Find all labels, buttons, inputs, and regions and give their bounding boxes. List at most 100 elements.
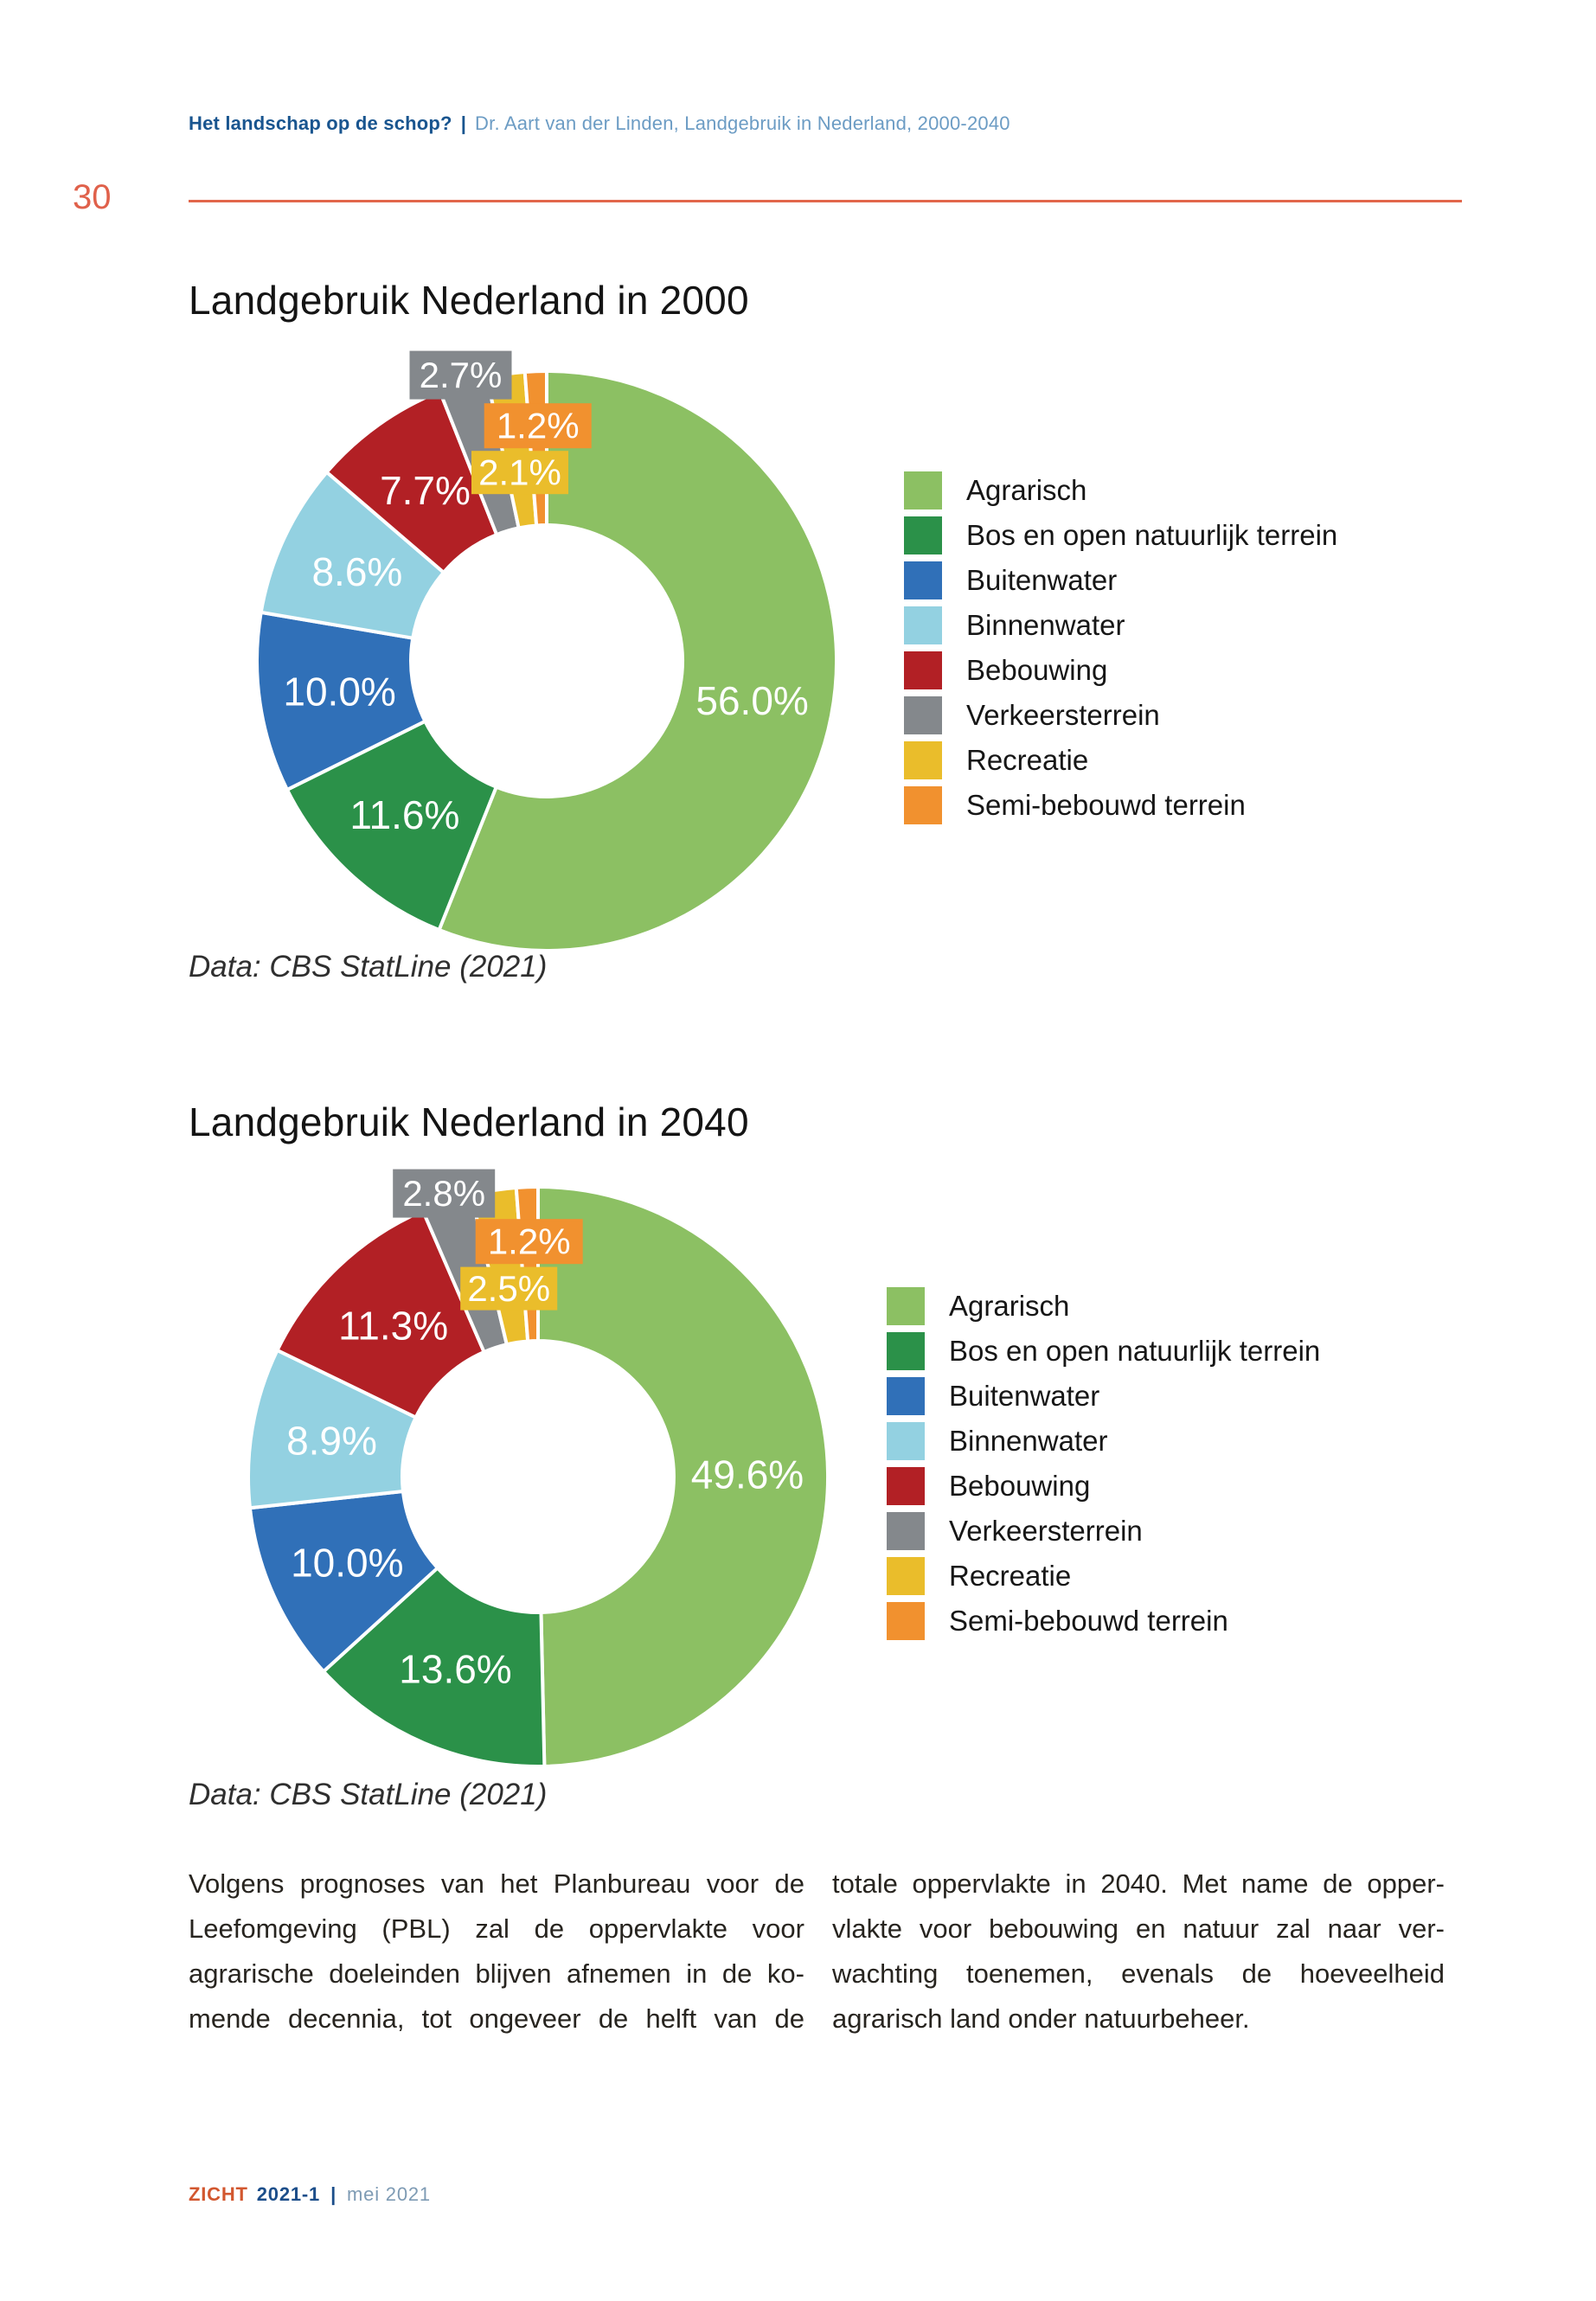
legend-row: Agrarisch [904,471,1423,510]
slice-value-label: 8.9% [286,1419,377,1464]
body-text-line: Leefomgeving (PBL) zal de oppervlakte vo… [189,1913,804,1944]
callout-value-label: 1.2% [497,406,580,446]
body-text-line: Volgens prognoses van het Planbureau voo… [189,1868,804,1899]
footer-separator: | [330,2183,337,2205]
footer-brand: ZICHT [189,2183,248,2205]
slice-value-label: 49.6% [691,1452,804,1497]
legend-row: Verkeersterrein [887,1512,1406,1550]
body-text-line: totale oppervlakte in 2040. Met name de … [832,1868,1445,1899]
body-text-line: vlakte voor bebouwing en natuur zal naar… [832,1913,1445,1944]
legend-swatch-icon [904,741,942,779]
slice-value-label: 56.0% [695,678,808,723]
legend-swatch-icon [904,471,942,510]
legend-swatch-icon [887,1287,925,1325]
header-title: Het landschap op de schop? [189,112,452,134]
legend-label: Bos en open natuurlijk terrein [966,519,1338,551]
legend-swatch-icon [887,1557,925,1595]
slice-value-label: 10.0% [283,669,395,714]
legend-row: Semi-bebouwd terrein [904,786,1423,824]
callout-box-verkeersterrein [409,350,512,400]
donut-chart-2040: 2.8% 2.5% 1.2% 49.6% 13.6% 10.0% 8.9% 11.3% [247,1169,830,1768]
legend-label: Semi-bebouwd terrein [949,1605,1228,1637]
legend-row: Bebouwing [887,1467,1406,1505]
donut-slice-bos-en-open-natuurlijk-terrein [285,719,498,933]
header-separator: | [460,112,467,134]
chart-title-2000: Landgebruik Nederland in 2000 [189,278,749,323]
legend-2000: Agrarisch Bos en open natuurlijk terrein B… [904,471,1423,831]
page-header: Het landschap op de schop? | Dr. Aart van … [189,112,1010,135]
callout-box-semi-bebouwd-terrein [484,403,592,449]
donut-slice-agrarisch [536,1185,830,1768]
header-subtitle: Dr. Aart van der Linden, Landgebruik in … [475,112,1010,134]
legend-swatch-icon [904,561,942,599]
legend-label: Buitenwater [949,1380,1100,1412]
slice-value-label: 11.6% [349,792,459,837]
legend-row: Semi-bebouwd terrein [887,1602,1406,1640]
legend-row: Buitenwater [887,1377,1406,1415]
legend-row: Verkeersterrein [904,696,1423,734]
legend-swatch-icon [904,786,942,824]
callout-box-verkeersterrein [393,1169,496,1218]
page-number: 30 [73,178,112,216]
header-rule [189,200,1462,202]
legend-swatch-icon [904,516,942,554]
legend-label: Agrarisch [949,1290,1070,1322]
donut-slice-bos-en-open-natuurlijk-terrein [322,1566,547,1768]
legend-label: Bos en open natuurlijk terrein [949,1335,1321,1367]
legend-row: Binnenwater [904,606,1423,644]
legend-row: Binnenwater [887,1422,1406,1460]
donut-slice-agrarisch [437,369,838,952]
callout-value-label: 1.2% [488,1221,571,1262]
body-text-column-right: totale oppervlakte in 2040. Met name de … [832,1862,1445,2041]
callout-value-label: 2.1% [478,452,561,493]
slice-value-label: 13.6% [399,1646,511,1691]
legend-row: Bos en open natuurlijk terrein [904,516,1423,554]
legend-row: Recreatie [904,741,1423,779]
callout-box-recreatie [460,1266,558,1311]
legend-swatch-icon [887,1332,925,1370]
body-text-line: mende decennia, tot ongeveer de helft va… [189,2003,804,2034]
data-source-caption: Data: CBS StatLine (2021) [189,1778,548,1811]
legend-row: Bebouwing [904,651,1423,689]
legend-swatch-icon [887,1602,925,1640]
legend-label: Bebouwing [949,1470,1091,1502]
slice-value-label: 7.7% [380,468,471,513]
callout-value-label: 2.8% [402,1173,485,1214]
legend-swatch-icon [904,606,942,644]
footer-date: mei 2021 [347,2183,431,2205]
legend-label: Bebouwing [966,654,1108,686]
legend-label: Binnenwater [949,1425,1108,1457]
footer-issue: 2021-1 [256,2183,321,2205]
slice-value-label: 11.3% [338,1303,448,1348]
legend-label: Recreatie [966,744,1089,776]
legend-row: Recreatie [887,1557,1406,1595]
body-text-line: agrarische doeleinden blijven afnemen in… [189,1958,804,1989]
callout-box-semi-bebouwd-terrein [475,1219,583,1265]
legend-label: Verkeersterrein [949,1515,1143,1547]
legend-label: Agrarisch [966,474,1087,506]
chart-title-2040: Landgebruik Nederland in 2040 [189,1099,749,1144]
callout-value-label: 2.7% [420,355,503,395]
legend-swatch-icon [904,696,942,734]
legend-2040: Agrarisch Bos en open natuurlijk terrein B… [887,1287,1406,1647]
callout-box-recreatie [471,451,568,495]
donut-chart-2000: 2.7% 2.1% 1.2% 56.0% 11.6% 10.0% 8.6% 7.7% [255,350,838,952]
legend-label: Semi-bebouwd terrein [966,789,1246,821]
legend-swatch-icon [887,1422,925,1460]
legend-label: Buitenwater [966,564,1118,596]
body-text-line: agrarisch land onder natuurbeheer. [832,2003,1250,2034]
legend-label: Recreatie [949,1560,1072,1592]
body-text-line: wachting toenemen, evenals de hoeveelhei… [832,1958,1445,1989]
legend-row: Bos en open natuurlijk terrein [887,1332,1406,1370]
callout-value-label: 2.5% [467,1268,550,1309]
legend-swatch-icon [904,651,942,689]
legend-swatch-icon [887,1467,925,1505]
legend-label: Verkeersterrein [966,699,1160,731]
legend-swatch-icon [887,1512,925,1550]
body-text-column-left: Volgens prognoses van het Planbureau voo… [189,1862,804,2041]
legend-row: Buitenwater [904,561,1423,599]
legend-row: Agrarisch [887,1287,1406,1325]
page-footer: ZICHT 2021-1 | mei 2021 [189,2183,431,2206]
data-source-caption: Data: CBS StatLine (2021) [189,950,548,984]
